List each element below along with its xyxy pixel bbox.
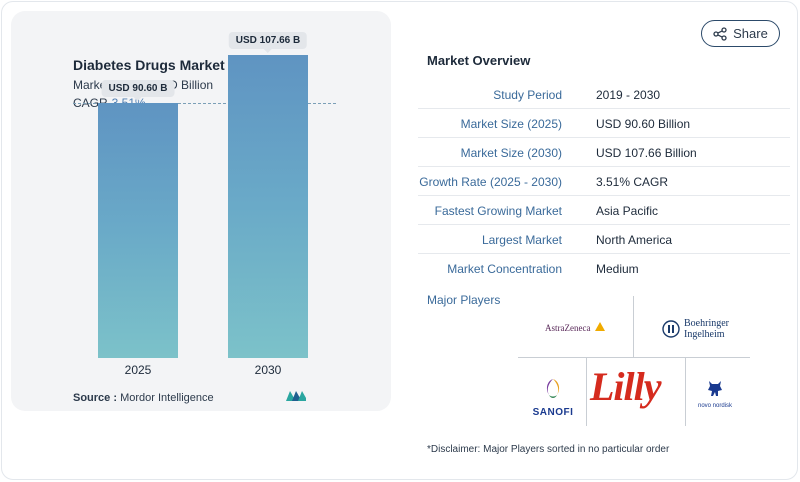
overview-row: Largest Market North America [418,225,790,254]
overview-row-value: 3.51% CAGR [596,175,669,189]
major-players-title: Major Players [427,293,501,307]
boehringer-symbol-icon [662,320,680,338]
market-overview-title: Market Overview [427,53,531,68]
overview-row: Study Period 2019 - 2030 [418,80,790,109]
novo-nordisk-logo-text: novo nordisk [697,403,733,409]
novo-nordisk-bull-icon [708,381,722,396]
novo-nordisk-logo: novo nordisk [695,378,735,409]
astrazeneca-logo-text: AstraZeneca [545,323,591,333]
lilly-logo-text: Lilly [590,364,662,409]
overview-row: Market Concentration Medium [418,254,790,283]
share-icon [713,26,727,41]
overview-row-label: Market Concentration [447,262,562,276]
overview-row-label: Market Size (2030) [460,146,562,160]
x-tick-label: 2030 [254,363,282,377]
overview-row-value: Asia Pacific [596,204,659,218]
boehringer-logo-text: Boehringer [684,318,729,329]
logo-grid-line [633,296,634,357]
overview-row-value: North America [596,233,673,247]
chart-title: Diabetes Drugs Market [73,57,225,73]
overview-row-label: Market Size (2025) [460,117,562,131]
overview-row: Growth Rate (2025 - 2030) 3.51% CAGR [418,167,790,196]
source-label: Source : [73,392,118,404]
overview-row-value: USD 90.60 Billion [596,117,691,131]
overview-row: Fastest Growing Market Asia Pacific [418,196,790,225]
logo-grid-line [586,357,587,426]
sanofi-logo: SANOFI [528,377,578,418]
astrazeneca-symbol-icon [594,322,605,331]
lilly-logo: Lilly [590,363,662,410]
share-button[interactable]: Share [701,20,780,47]
bar-2030 [228,54,308,358]
overview-row-value: USD 107.66 Billion [596,146,697,160]
overview-row: Market Size (2025) USD 90.60 Billion [418,109,790,138]
overview-row-value: 2019 - 2030 [596,88,661,102]
mordor-intelligence-logo-icon [286,391,306,401]
x-tick-label: 2025 [124,363,152,377]
overview-row-label: Largest Market [481,233,562,247]
bar-data-label: USD 90.60 B [101,79,175,101]
disclaimer-text: *Disclaimer: Major Players sorted in no … [427,444,670,455]
sanofi-logo-text: SANOFI [532,407,574,418]
overview-row-value: Medium [596,262,639,276]
bar-data-label: USD 107.66 B [228,31,308,53]
share-label: Share [733,26,768,41]
bar-2025 [98,102,178,358]
overview-row: Market Size (2030) USD 107.66 Billion [418,138,790,167]
source-line: Source : Mordor Intelligence [73,392,214,404]
sanofi-symbol-icon [546,379,560,398]
reference-dashed-line [73,102,336,104]
overview-row-label: Growth Rate (2025 - 2030) [419,175,562,189]
logo-grid-line [685,357,686,426]
market-overview-table: Study Period 2019 - 2030 Market Size (2025… [418,80,790,283]
source-text: Mordor Intelligence [120,392,214,404]
chart-card [11,11,391,411]
ingelheim-logo-text: Ingelheim [684,329,725,340]
logo-grid-line [518,357,750,358]
overview-row-label: Study Period [493,88,562,102]
overview-row-label: Fastest Growing Market [434,204,562,218]
astrazeneca-logo: AstraZeneca [545,318,605,336]
